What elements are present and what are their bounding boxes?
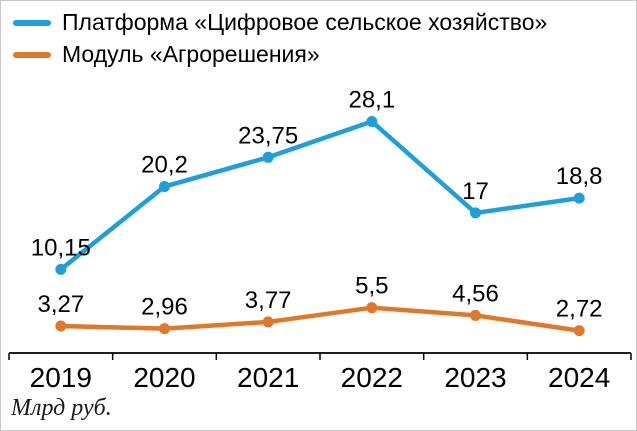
data-label: 3,77 (245, 287, 292, 314)
data-point (573, 192, 585, 204)
data-point (55, 263, 67, 275)
x-tick-label: 2022 (341, 362, 403, 393)
data-label: 2,96 (141, 294, 188, 321)
unit-label: Млрд руб. (11, 395, 112, 421)
data-label: 5,5 (355, 273, 388, 300)
series-line (58, 305, 582, 333)
data-label: 28,1 (348, 86, 395, 113)
series-line (58, 119, 582, 272)
legend-label-module: Модуль «Агрорешения» (62, 41, 320, 68)
legend-swatch-module-icon (13, 51, 51, 58)
legend-label-platform: Платформа «Цифровое сельское хозяйство» (62, 9, 548, 35)
data-point (470, 309, 481, 321)
legend-item-platform: Платформа «Цифровое сельское хозяйство» (13, 9, 548, 35)
x-tick-label: 2024 (548, 362, 610, 393)
x-tick-label: 2019 (30, 362, 92, 393)
data-point (470, 207, 481, 219)
x-tick-label: 2021 (237, 362, 299, 393)
data-point (366, 302, 378, 314)
data-point (159, 323, 170, 335)
data-label: 17 (462, 178, 489, 205)
x-tick-label: 2020 (133, 362, 195, 393)
legend-swatch-platform-icon (13, 19, 51, 26)
data-label: 3,27 (37, 291, 84, 318)
data-label: 20,2 (141, 152, 188, 179)
legend-item-module: Модуль «Агрорешения» (13, 41, 547, 68)
data-point (159, 181, 170, 193)
data-label: 2,72 (556, 296, 603, 323)
data-label: 4,56 (452, 280, 499, 307)
data-point (573, 325, 585, 337)
data-label: 10,15 (31, 234, 91, 261)
legend: Платформа «Цифровое сельское хозяйство» … (13, 9, 548, 75)
data-label: 23,75 (238, 122, 298, 149)
data-point (262, 316, 274, 328)
data-point (55, 320, 67, 332)
data-label: 18,8 (556, 163, 603, 190)
data-point (366, 115, 378, 127)
x-tick-label: 2023 (444, 362, 506, 393)
data-point (262, 151, 274, 163)
